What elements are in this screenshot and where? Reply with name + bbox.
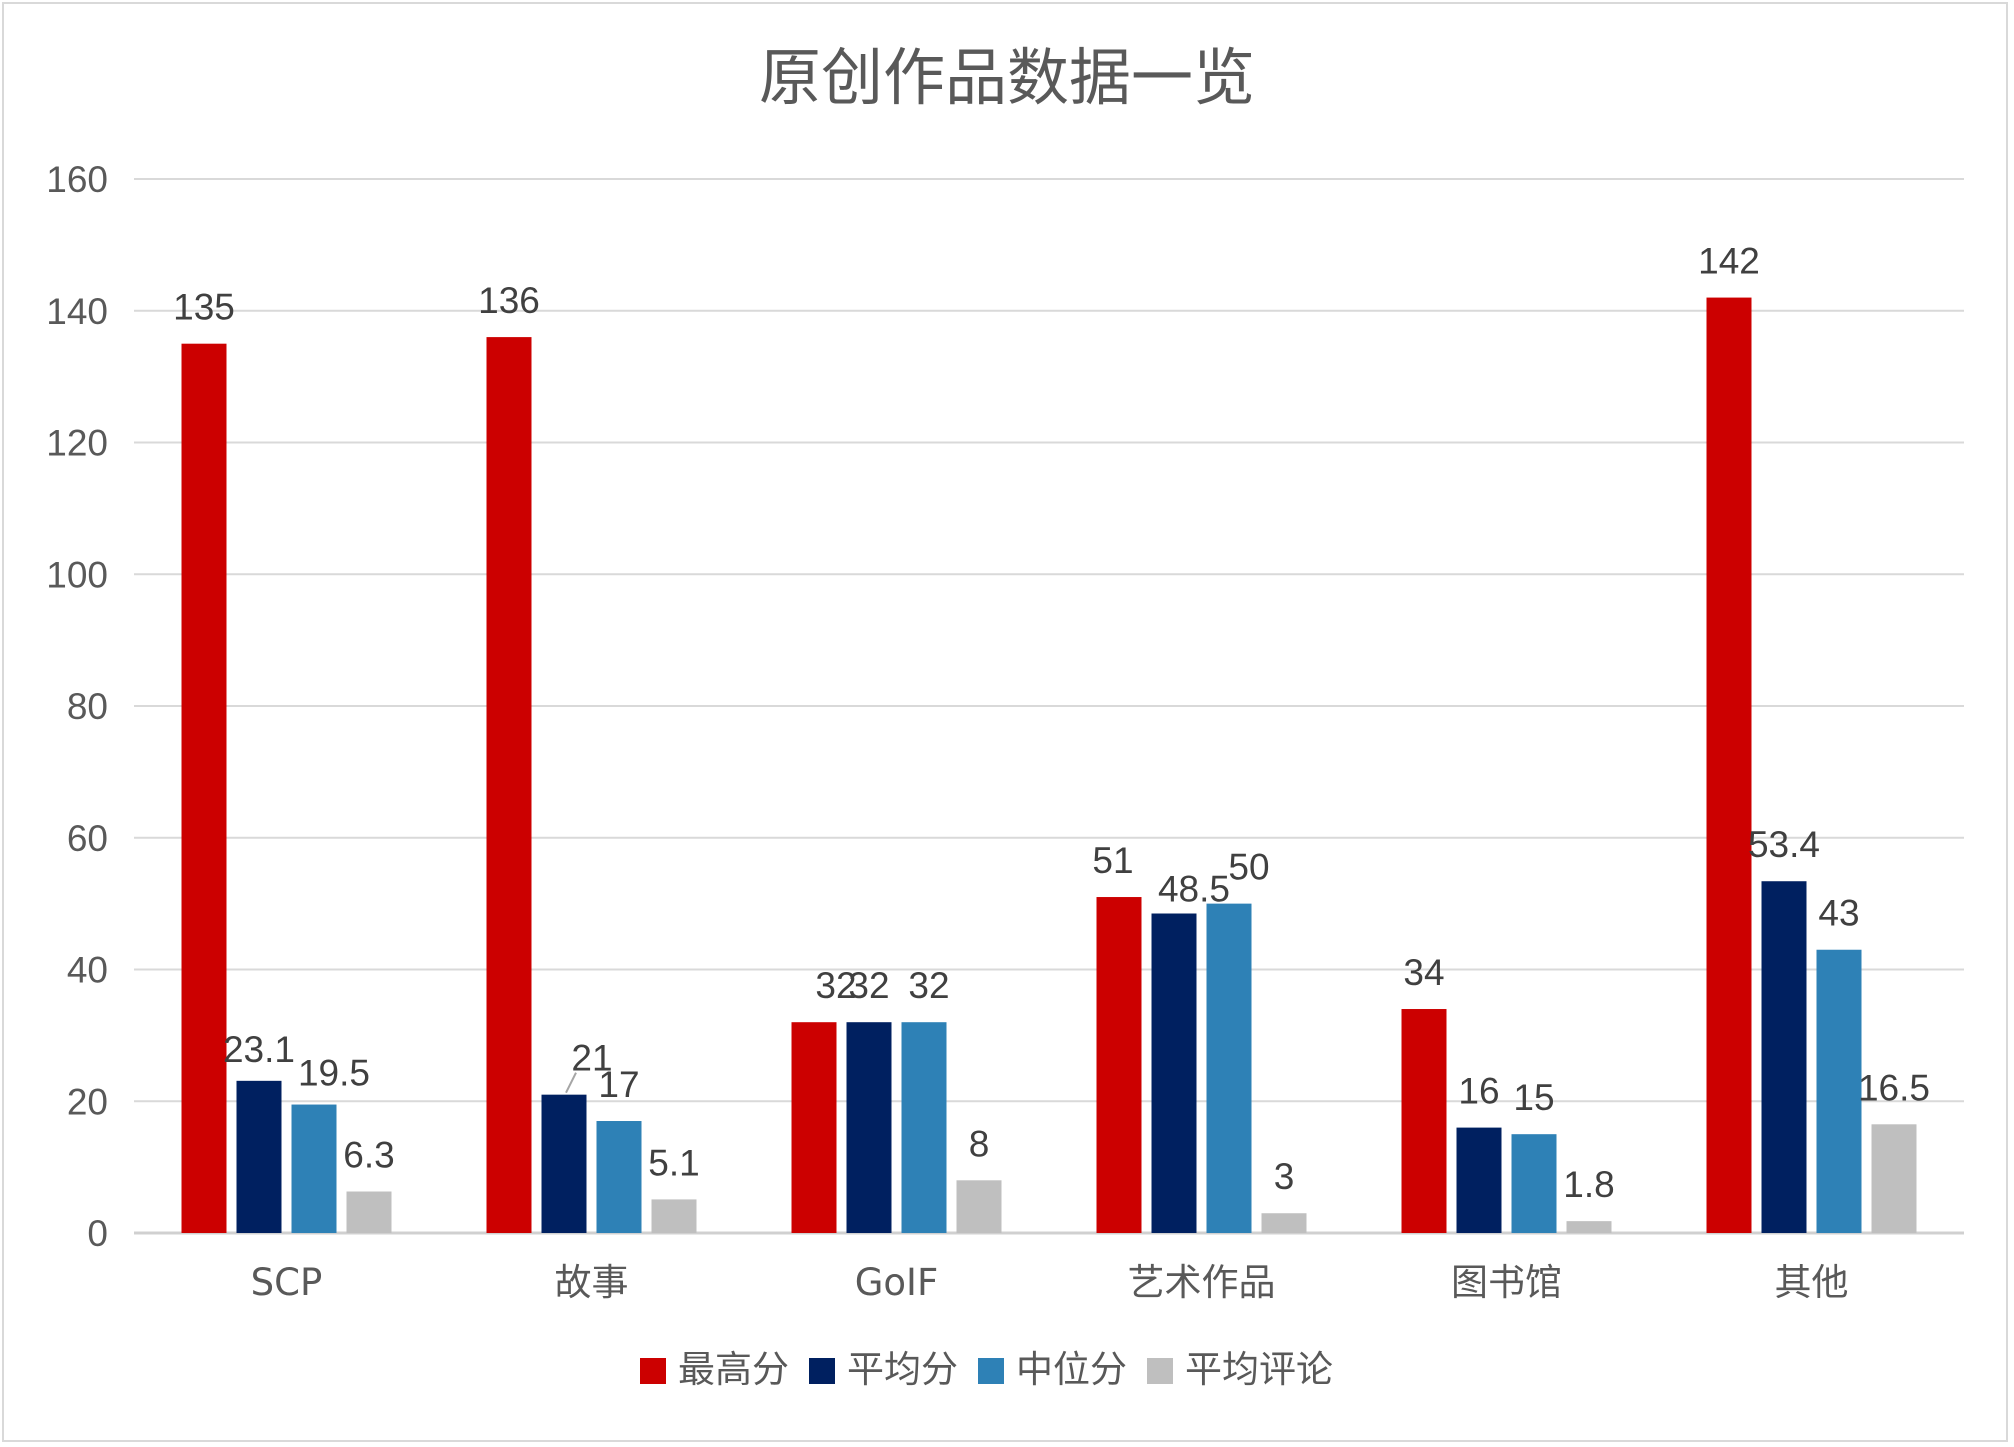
bars — [181, 297, 1917, 1234]
data-label: 15 — [1513, 1077, 1554, 1118]
data-label: 32 — [815, 965, 856, 1006]
data-label: 16.5 — [1858, 1067, 1930, 1108]
data-label: 34 — [1403, 952, 1444, 993]
data-label: 136 — [478, 280, 540, 321]
category-label: 艺术作品 — [1128, 1261, 1276, 1304]
data-label: 3 — [1274, 1156, 1295, 1197]
bar — [651, 1199, 697, 1233]
bar — [1456, 1127, 1502, 1233]
bar — [1871, 1124, 1917, 1233]
data-label: 19.5 — [298, 1053, 370, 1094]
gridlines — [134, 178, 1964, 1235]
bar — [1206, 903, 1252, 1233]
data-label: 135 — [173, 287, 235, 328]
axes: 0 20 40 60 80 100 120 140 160 SCP 故事 GoIF 艺术作品 图书馆 其他 — [46, 159, 1848, 1304]
data-label: 32 — [908, 965, 949, 1006]
bar — [1151, 913, 1197, 1233]
data-label: 23.1 — [223, 1029, 295, 1070]
category-label: 故事 — [555, 1261, 629, 1304]
bar — [1096, 897, 1142, 1233]
bar — [1706, 297, 1752, 1233]
bar — [291, 1104, 337, 1233]
y-tick-label: 40 — [67, 950, 108, 991]
bar — [901, 1022, 947, 1233]
data-label: 8 — [969, 1123, 990, 1164]
data-label: 5.1 — [648, 1142, 699, 1183]
y-tick-label: 100 — [46, 554, 108, 595]
bar — [1401, 1009, 1447, 1233]
y-tick-label: 20 — [67, 1081, 108, 1122]
bar — [846, 1022, 892, 1233]
legend-label: 平均分 — [847, 1348, 958, 1391]
data-label: 17 — [598, 1064, 639, 1105]
legend-label: 中位分 — [1016, 1348, 1127, 1391]
bar — [236, 1080, 282, 1233]
bar — [791, 1022, 837, 1233]
bar — [1761, 881, 1807, 1233]
bar — [1816, 949, 1862, 1233]
data-label: 50 — [1228, 847, 1269, 888]
legend: 最高分 平均分 中位分 平均评论 — [640, 1348, 1333, 1391]
data-label: 16 — [1458, 1071, 1499, 1112]
legend-label: 最高分 — [678, 1348, 789, 1391]
bar — [346, 1191, 392, 1233]
legend-swatch — [1147, 1358, 1173, 1384]
y-tick-label: 140 — [46, 291, 108, 332]
data-label: 51 — [1092, 840, 1133, 881]
data-label: 32 — [848, 965, 889, 1006]
data-label: 1.8 — [1563, 1164, 1614, 1205]
chart-title: 原创作品数据一览 — [759, 41, 1255, 114]
bar — [596, 1121, 642, 1233]
bar — [541, 1094, 587, 1233]
data-label: 43 — [1818, 893, 1859, 934]
legend-swatch — [809, 1358, 835, 1384]
bar — [1261, 1213, 1307, 1233]
category-label: 图书馆 — [1451, 1261, 1562, 1304]
bar — [1566, 1221, 1612, 1233]
category-label: SCP — [251, 1261, 323, 1304]
category-label: 其他 — [1775, 1261, 1849, 1304]
y-tick-label: 60 — [67, 818, 108, 859]
legend-swatch — [640, 1358, 666, 1384]
legend-label: 平均评论 — [1185, 1348, 1333, 1391]
legend-swatch — [978, 1358, 1004, 1384]
y-tick-label: 160 — [46, 159, 108, 200]
y-tick-label: 0 — [87, 1213, 108, 1254]
bar — [486, 337, 532, 1234]
bar — [181, 343, 227, 1233]
data-label: 142 — [1698, 241, 1760, 282]
bar — [1511, 1134, 1557, 1233]
data-label: 21 — [571, 1038, 612, 1079]
y-tick-label: 120 — [46, 423, 108, 464]
data-label: 6.3 — [343, 1134, 394, 1175]
data-label: 53.4 — [1748, 824, 1820, 865]
leader-line — [565, 1072, 577, 1094]
data-label: 48.5 — [1158, 869, 1230, 910]
y-tick-label: 80 — [67, 686, 108, 727]
bar — [956, 1180, 1002, 1233]
category-label: GoIF — [855, 1261, 939, 1304]
